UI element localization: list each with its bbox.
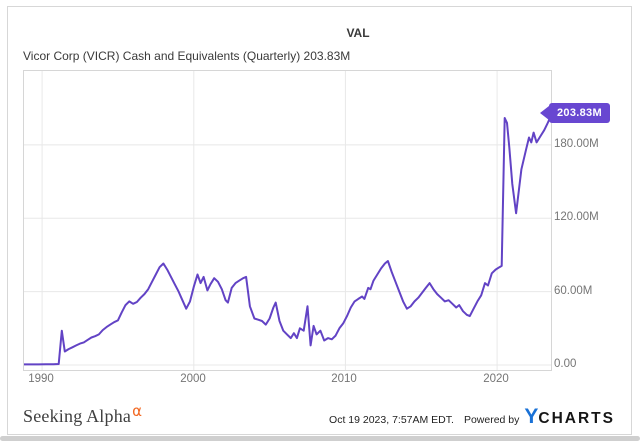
x-axis-tick-2020: 2020 xyxy=(483,373,509,385)
line-chart xyxy=(24,71,551,370)
plot-area[interactable] xyxy=(23,70,552,371)
chart-card: VAL Vicor Corp (VICR) Cash and Equivalen… xyxy=(7,6,632,435)
column-header-val: VAL xyxy=(346,26,370,40)
footer-attribution: Oct 19 2023, 7:57AM EDT. Powered by Y CH… xyxy=(329,405,615,428)
y-axis-tick-180m: 180.00M xyxy=(554,138,599,150)
seeking-alpha-logo[interactable]: Seeking Alphaα xyxy=(23,402,142,427)
seeking-alpha-wordmark: Seeking Alpha xyxy=(23,406,132,426)
ycharts-y-glyph-icon: Y xyxy=(524,405,539,428)
y-axis-tick-0: 0.00 xyxy=(554,358,577,370)
latest-value-label: 203.83M xyxy=(549,103,610,123)
series-label: Vicor Corp (VICR) Cash and Equivalents (… xyxy=(23,49,351,63)
alpha-glyph-icon: α xyxy=(132,402,143,420)
ycharts-logo[interactable]: Y CHARTS xyxy=(524,405,615,428)
latest-value-badge: 203.83M xyxy=(540,103,610,123)
x-axis-tick-1990: 1990 xyxy=(28,373,54,385)
y-axis-tick-60m: 60.00M xyxy=(554,285,593,297)
bottom-edge-strip xyxy=(0,436,640,441)
ycharts-wordmark: CHARTS xyxy=(538,410,615,427)
x-axis-tick-2000: 2000 xyxy=(180,373,206,385)
badge-arrow-icon xyxy=(540,106,549,120)
x-axis-tick-2010: 2010 xyxy=(331,373,357,385)
timestamp: Oct 19 2023, 7:57AM EDT. xyxy=(329,414,454,426)
powered-by-label: Powered by xyxy=(463,414,520,426)
y-axis-tick-120m: 120.00M xyxy=(554,211,599,223)
